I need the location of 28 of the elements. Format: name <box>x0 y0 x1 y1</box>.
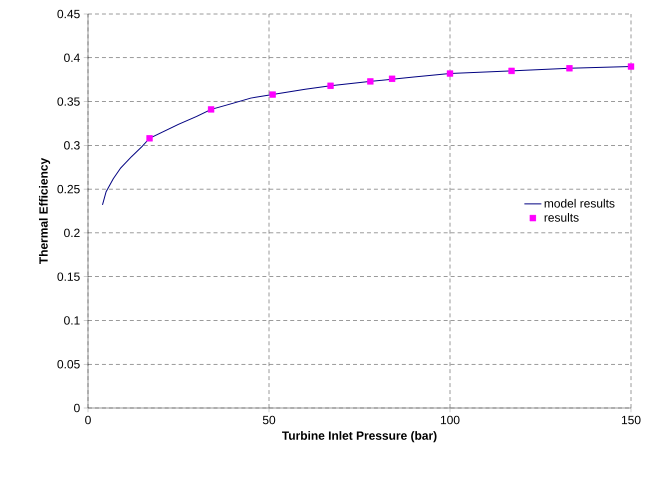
y-axis-title: Thermal Efficiency <box>38 158 50 264</box>
legend-label: model results <box>544 198 615 208</box>
point <box>269 91 276 98</box>
y-tick-label: 0.3 <box>64 141 80 150</box>
x-tick-label: 100 <box>440 416 460 424</box>
x-axis-title: Turbine Inlet Pressure (bar) <box>282 431 437 442</box>
point <box>208 106 214 113</box>
legend-label: results <box>544 213 579 222</box>
y-tick-label: 0.45 <box>57 10 80 18</box>
y-tick-label: 0.4 <box>64 54 80 62</box>
point <box>388 76 396 82</box>
point <box>628 63 634 70</box>
x-tick-label: 50 <box>262 416 276 424</box>
x-tick-label: 0 <box>85 416 91 424</box>
point <box>446 70 454 77</box>
point <box>508 68 515 74</box>
point <box>566 65 573 72</box>
y-tick-label: 0.05 <box>57 360 80 368</box>
y-tick-label: 0.2 <box>64 228 80 238</box>
y-tick-label: 0 <box>74 404 80 412</box>
x-tick-label: 150 <box>622 416 641 424</box>
y-tick-label: 0.25 <box>57 184 80 194</box>
point <box>146 135 153 142</box>
y-tick-label: 0.1 <box>64 316 80 325</box>
point <box>327 82 334 89</box>
point <box>367 78 374 85</box>
y-tick-label: 0.35 <box>57 97 80 106</box>
y-tick-label: 0.15 <box>57 272 80 281</box>
